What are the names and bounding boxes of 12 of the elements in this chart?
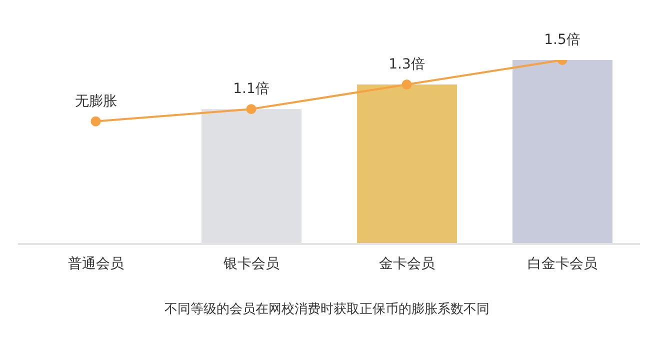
point	[402, 80, 412, 90]
point	[90, 116, 101, 126]
x-tick-label: 银卡会员	[222, 256, 280, 272]
x-tick-label: 金卡会员	[378, 256, 435, 272]
x-tick-label: 普通会员	[68, 254, 124, 272]
data-label: 1.3倍	[388, 56, 425, 73]
text: 不同等级的会员在网校消费时获取正保币的膨胀系数不同	[164, 301, 490, 318]
data-label: 1.1倍	[233, 81, 270, 98]
x-tick-label: 白金卡会员	[527, 256, 598, 272]
data-label: 1.5倍	[544, 32, 580, 48]
data-label: 无膨胀	[74, 93, 117, 110]
point	[246, 104, 256, 114]
